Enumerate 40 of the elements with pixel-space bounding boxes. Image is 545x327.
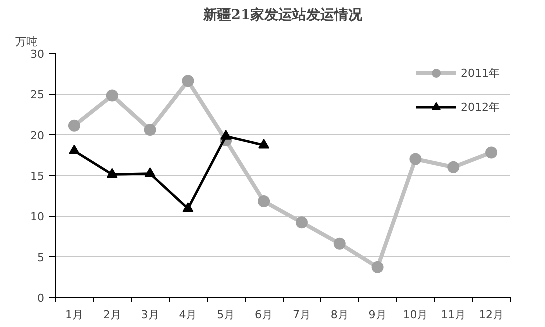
- point: [220, 130, 232, 140]
- point: [144, 124, 156, 136]
- x-tick-label: 6月: [255, 308, 274, 322]
- point: [182, 75, 194, 88]
- x-tick-label: 9月: [368, 308, 387, 322]
- y-tick-label: 30: [30, 48, 45, 61]
- x-tick-label: 3月: [141, 308, 160, 322]
- y-tick-label: 0: [38, 292, 44, 305]
- x-tick-label: 12月: [479, 308, 504, 322]
- point: [106, 90, 118, 102]
- y-tick-label: 10: [30, 210, 45, 224]
- x-tick-label: 8月: [330, 308, 349, 322]
- legend-label: 2011年: [461, 66, 500, 80]
- y-tick-label: 20: [30, 129, 45, 142]
- x-tick-label: 4月: [179, 308, 198, 322]
- x-tick-label: 5月: [217, 308, 236, 322]
- point: [258, 196, 270, 208]
- point: [296, 216, 308, 229]
- x-tick-label: 7月: [292, 308, 311, 322]
- point: [372, 261, 384, 274]
- y-tick-label: 15: [30, 170, 45, 183]
- x-tick-label: 11月: [441, 308, 466, 322]
- point: [144, 168, 156, 178]
- point: [68, 144, 80, 154]
- y-axis-title: 万吨: [16, 36, 38, 48]
- y-tick-label: 25: [30, 88, 45, 102]
- point: [68, 120, 80, 132]
- x-tick-label: 2月: [103, 308, 122, 322]
- point: [486, 146, 498, 159]
- point: [258, 139, 270, 149]
- point: [106, 168, 118, 178]
- point: [334, 238, 346, 250]
- x-tick-label: 10月: [403, 308, 428, 322]
- legend-label: 2012年: [461, 100, 500, 114]
- chart-title: 新疆21家发运站发运情况: [202, 6, 364, 24]
- point: [448, 161, 460, 174]
- point: [182, 202, 194, 212]
- x-tick-label: 1月: [65, 308, 84, 322]
- point: [410, 153, 422, 166]
- y-tick-label: 5: [38, 251, 44, 264]
